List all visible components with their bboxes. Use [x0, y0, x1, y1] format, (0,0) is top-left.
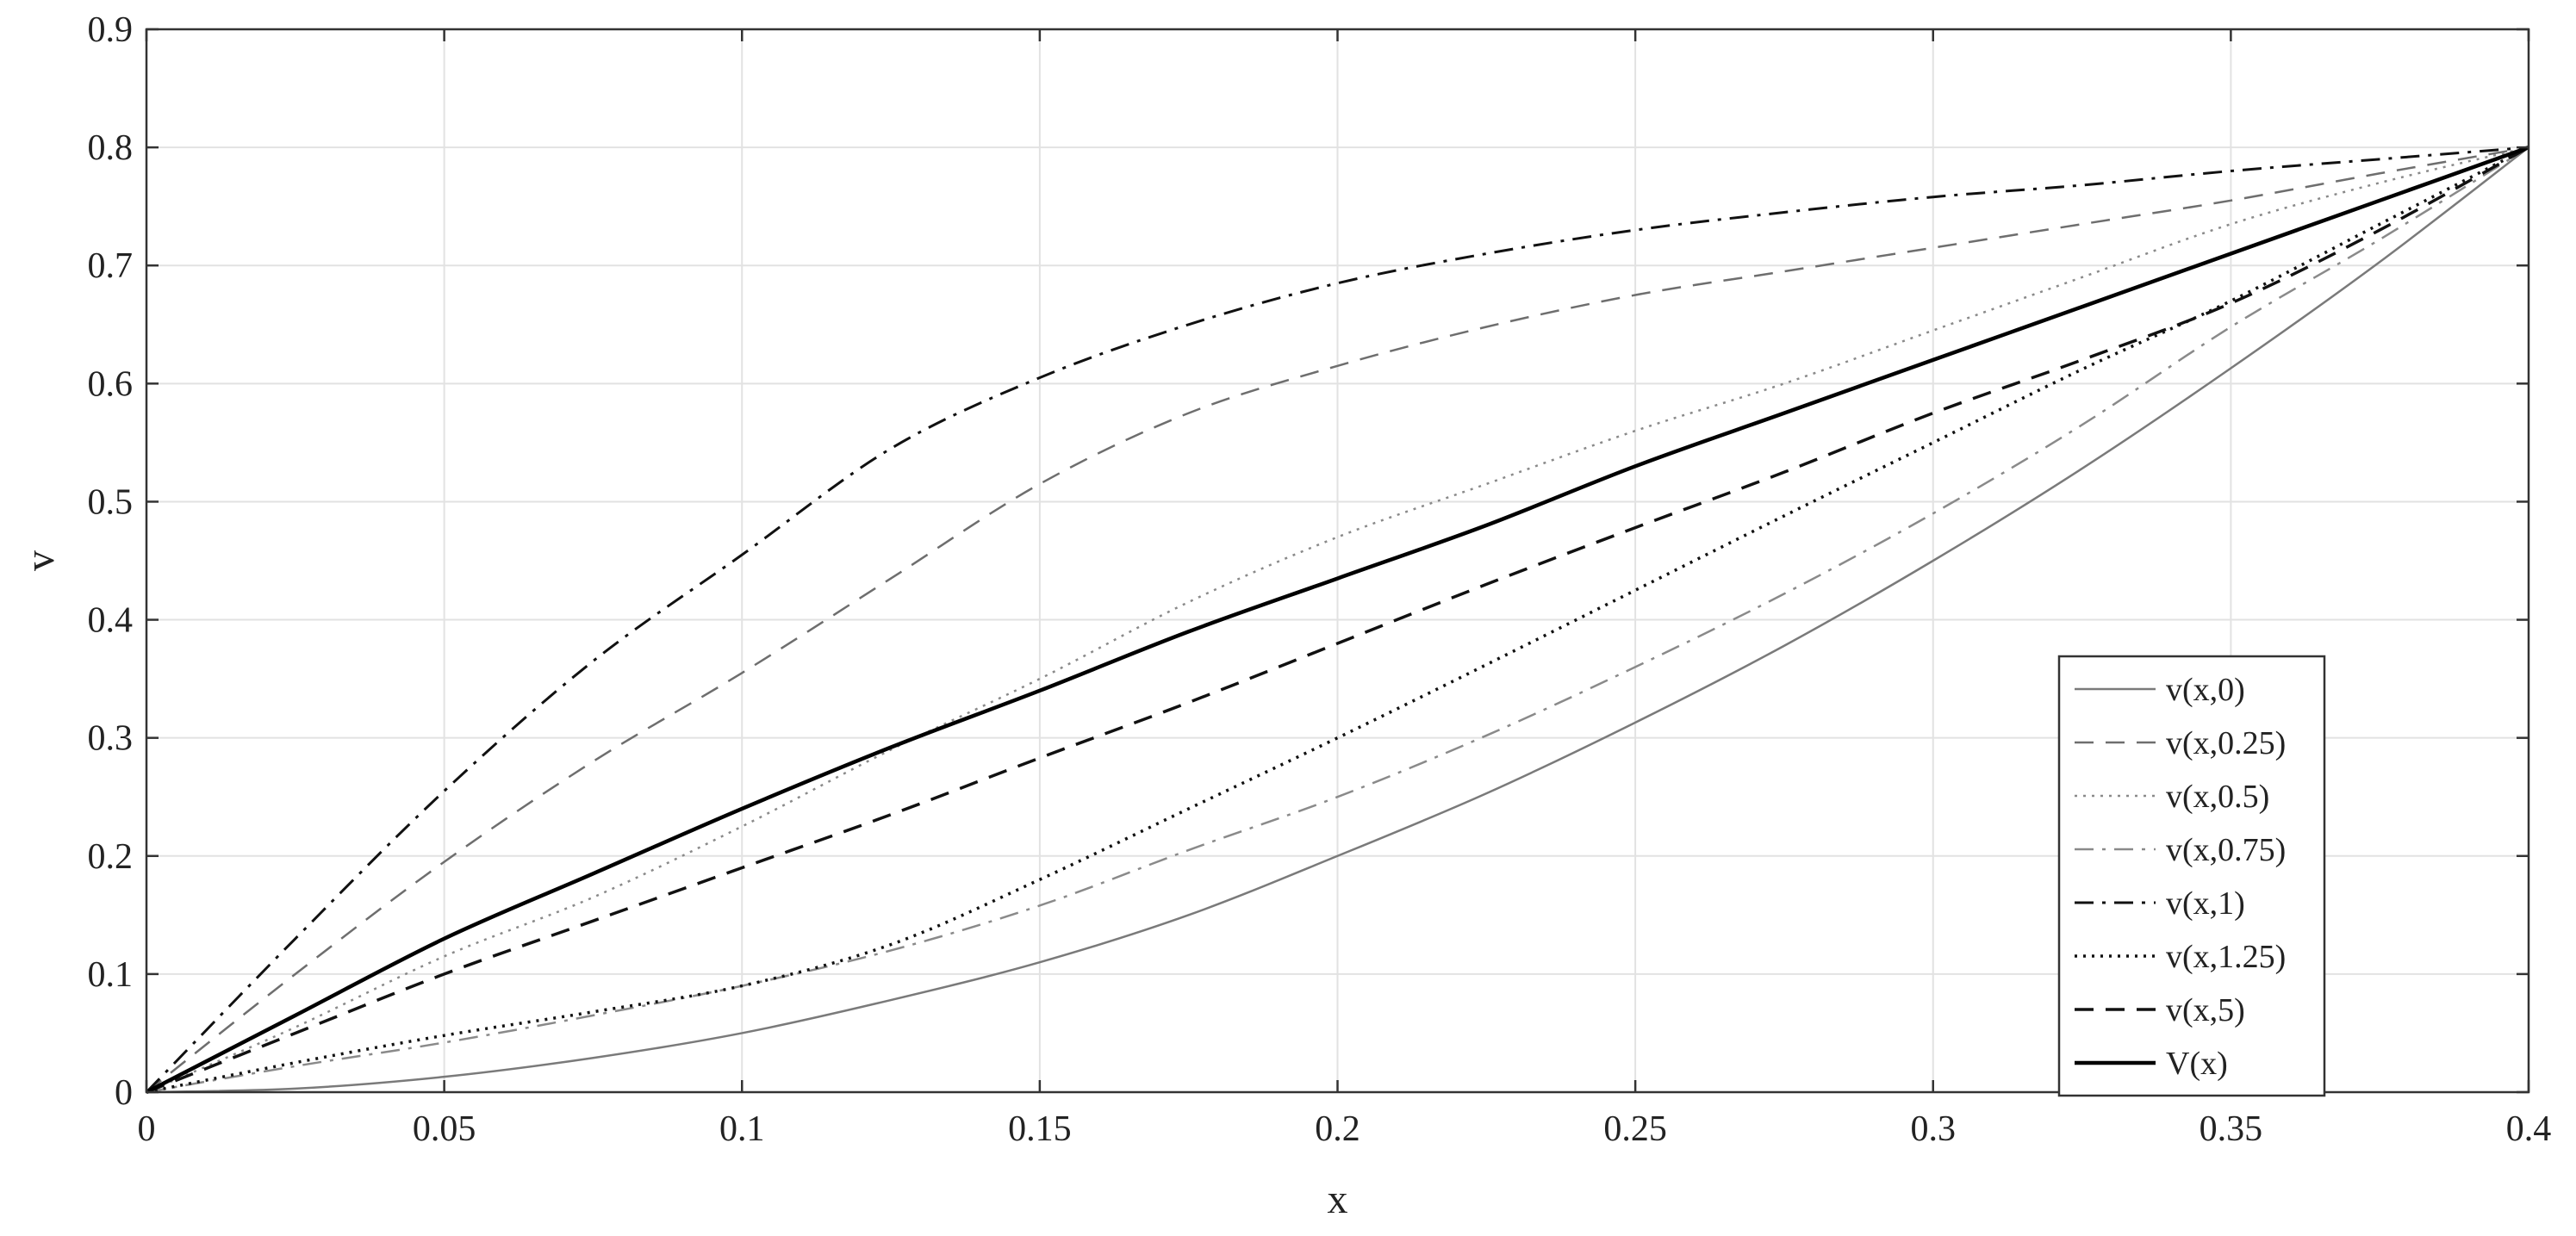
x-tick-label: 0.3: [1911, 1109, 1957, 1149]
y-tick-label: 0.7: [88, 246, 134, 286]
series-line-v-x-0-25: [146, 146, 2529, 1093]
y-tick-label: 0.1: [88, 955, 134, 995]
legend-label: V(x): [2166, 1046, 2228, 1082]
series-line-v-x: [145, 145, 2529, 1094]
legend: v(x,0) v(x,0.25) v(x,0.5) v(x,0.75) v(x,1) v(…: [2057, 655, 2326, 1097]
series-line-v-x-0-75: [146, 146, 2529, 1094]
series-line-v-x-0: [146, 146, 2529, 1094]
legend-label: v(x,0.25): [2166, 725, 2286, 761]
x-axis-label: x: [1328, 1177, 1348, 1222]
series-line-v-x-1-25: [146, 146, 2529, 1094]
series-lines: [145, 145, 2529, 1094]
legend-label: v(x,1.25): [2166, 939, 2286, 975]
series-line-v-x-5: [146, 146, 2529, 1094]
legend-label: v(x,0.5): [2166, 779, 2269, 815]
legend-label: v(x,0): [2166, 672, 2245, 708]
legend-entry-v-x-0-5: v(x,0.5): [2075, 779, 2269, 815]
y-tick-label: 0.4: [88, 601, 134, 641]
axis-ticks: 0 0.05 0.1 0.15 0.2 0.25 0.3 0.35 0.4 0 0.1 0.2 0.3 0…: [88, 10, 2552, 1149]
legend-entry-v-x-1-25: v(x,1.25): [2075, 939, 2286, 975]
x-tick-label: 0.2: [1315, 1109, 1360, 1149]
x-tick-label: 0.1: [719, 1109, 765, 1149]
y-tick-label: 0.2: [88, 837, 134, 877]
x-tick-label: 0.25: [1603, 1109, 1667, 1149]
legend-entry-v-x-0-75: v(x,0.75): [2075, 832, 2286, 868]
x-tick-label: 0.15: [1008, 1109, 1072, 1149]
y-tick-label: 0.3: [88, 719, 134, 759]
x-tick-label: 0.05: [413, 1109, 476, 1149]
x-tick-label: 0.4: [2506, 1109, 2552, 1149]
legend-entry-v-x-1: v(x,1): [2075, 885, 2245, 922]
y-tick-label: 0.8: [88, 128, 134, 168]
y-tick-label: 0.6: [88, 364, 134, 404]
legend-entry-v-x-0: v(x,0): [2075, 672, 2245, 708]
legend-label: v(x,5): [2166, 992, 2245, 1028]
legend-label: v(x,1): [2166, 885, 2245, 922]
legend-entry-v-x: V(x): [2075, 1046, 2228, 1082]
legend-box: [2057, 655, 2326, 1097]
x-tick-label: 0: [138, 1109, 156, 1149]
y-tick-label: 0.9: [88, 10, 134, 50]
legend-entry-v-x-5: v(x,5): [2075, 992, 2245, 1028]
y-tick-label: 0: [115, 1073, 133, 1113]
legend-label: v(x,0.75): [2166, 832, 2286, 868]
y-axis-label: v: [17, 550, 63, 571]
y-tick-label: 0.5: [88, 482, 134, 522]
legend-entry-v-x-0-25: v(x,0.25): [2075, 725, 2286, 761]
x-tick-label: 0.35: [2200, 1109, 2263, 1149]
series-line-v-x-1: [145, 146, 2529, 1094]
